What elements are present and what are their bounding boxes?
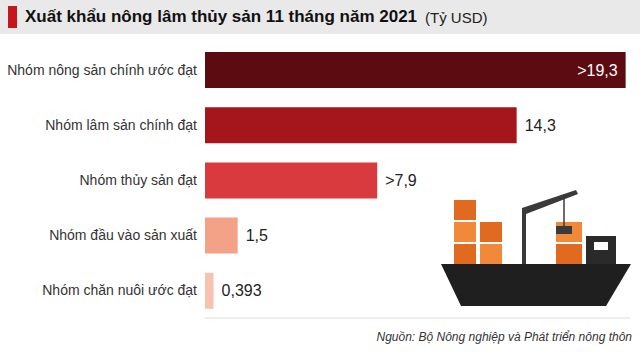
- html-text:(Tỷ USD): (Tỷ USD): [425, 8, 488, 26]
- svg-text:0,393: 0,393: [222, 282, 262, 299]
- svg-text:Nhóm đầu vào sản xuất: Nhóm đầu vào sản xuất: [49, 227, 197, 243]
- svg-text:Nhóm chăn nuôi ước đạt: Nhóm chăn nuôi ước đạt: [42, 282, 197, 298]
- svg-text:14,3: 14,3: [525, 117, 556, 134]
- html-text:Nguồn: Bộ Nông nghiệp và Phát: Nguồn: Bộ Nông nghiệp và Phát triển nông…: [376, 330, 632, 344]
- html-text:Xuất khẩu nông lâm thủy sản 11: Xuất khẩu nông lâm thủy sản 11 tháng năm…: [25, 7, 417, 26]
- svg-text:Nhóm lâm sản chính đạt: Nhóm lâm sản chính đạt: [45, 117, 197, 133]
- svg-text:1,5: 1,5: [246, 227, 268, 244]
- svg-text:>7,9: >7,9: [385, 172, 417, 189]
- svg-text:Nhóm nông sản chính ước đạt: Nhóm nông sản chính ước đạt: [7, 62, 197, 78]
- svg-text:Nhóm thủy sản đạt: Nhóm thủy sản đạt: [79, 172, 197, 188]
- svg-text:>19,3: >19,3: [577, 62, 618, 79]
